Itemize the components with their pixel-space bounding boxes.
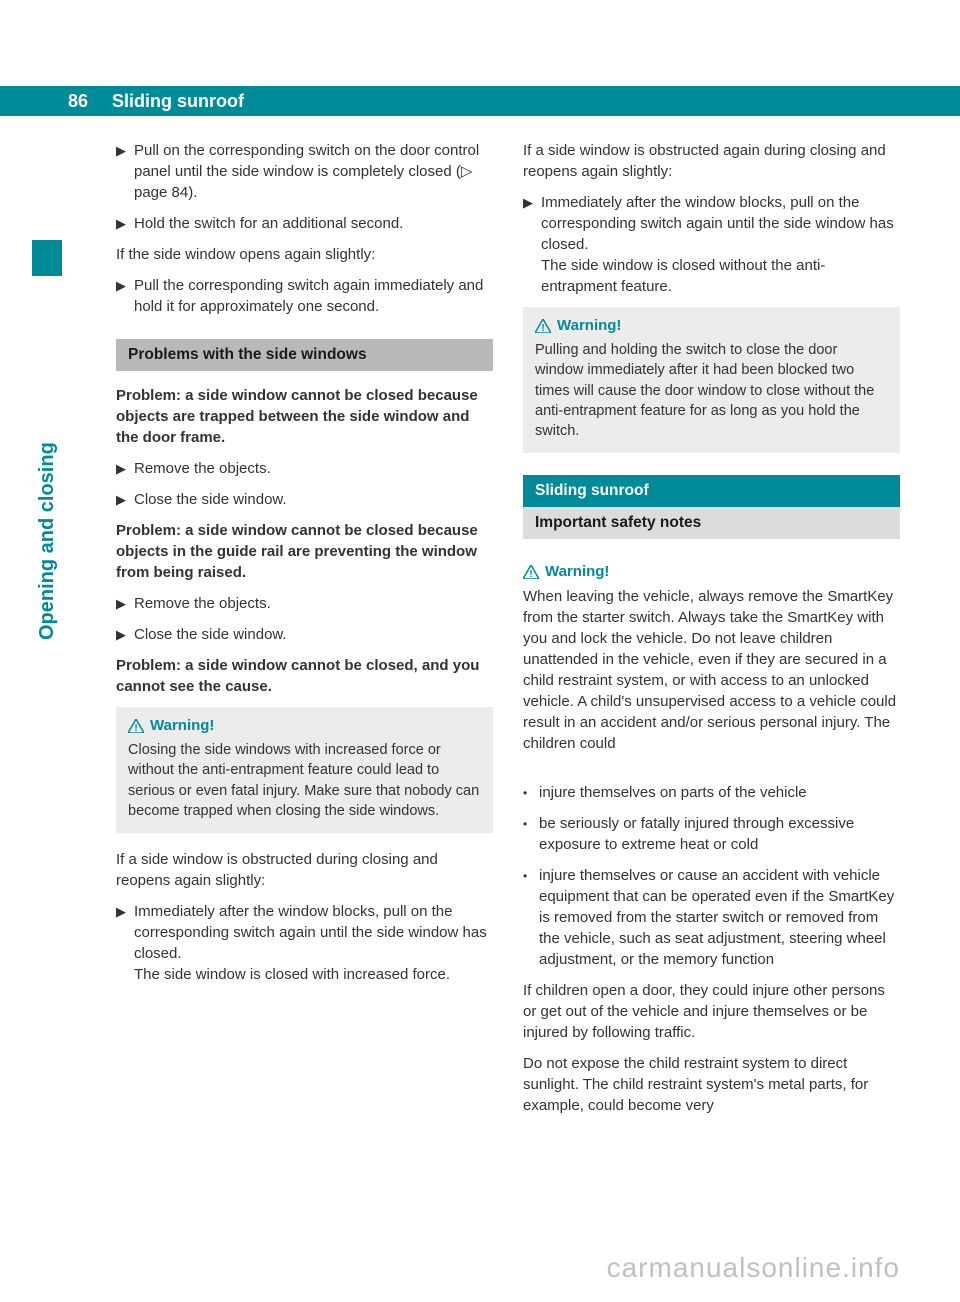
step-text: Immediately after the window blocks, pul… xyxy=(541,192,900,297)
step-text-b: The side window is closed with increased… xyxy=(134,966,450,983)
step-marker-icon: ▶ xyxy=(523,192,541,297)
warning-label: Warning! xyxy=(150,717,214,734)
step-marker-icon: ▶ xyxy=(116,901,134,985)
bullet-item: • injure themselves or cause an accident… xyxy=(523,865,900,970)
subsection-heading: Important safety notes xyxy=(523,507,900,539)
instruction-step: ▶ Pull on the corresponding switch on th… xyxy=(116,140,493,203)
header-section-title: Sliding sunroof xyxy=(100,86,960,116)
step-marker-icon: ▶ xyxy=(116,624,134,645)
step-text: Pull on the corresponding switch on the … xyxy=(134,140,493,203)
step-marker-icon: ▶ xyxy=(116,140,134,203)
warning-triangle-icon: ! xyxy=(523,565,539,579)
watermark: carmanualsonline.info xyxy=(607,1252,900,1284)
step-marker-icon: ▶ xyxy=(116,489,134,510)
page-number: 86 xyxy=(0,86,100,116)
paragraph: If a side window is obstructed again dur… xyxy=(523,140,900,182)
svg-text:!: ! xyxy=(134,723,137,733)
bullet-marker-icon: • xyxy=(523,813,539,855)
warning-triangle-icon: ! xyxy=(535,319,551,333)
warning-box: ! Warning! When leaving the vehicle, alw… xyxy=(523,553,900,766)
step-text: Remove the objects. xyxy=(134,593,271,614)
instruction-step: ▶ Immediately after the window blocks, p… xyxy=(523,192,900,297)
problem-heading: Problem: a side window cannot be closed … xyxy=(116,520,493,583)
bullet-text: be seriously or fatally injured through … xyxy=(539,813,900,855)
instruction-step: ▶ Hold the switch for an additional seco… xyxy=(116,213,493,234)
side-chapter-label: Opening and closing xyxy=(36,442,59,640)
bullet-item: • be seriously or fatally injured throug… xyxy=(523,813,900,855)
paragraph: Do not expose the child restraint system… xyxy=(523,1053,900,1116)
warning-title: ! Warning! xyxy=(535,317,888,334)
bullet-marker-icon: • xyxy=(523,782,539,803)
problem-heading: Problem: a side window cannot be closed,… xyxy=(116,655,493,697)
warning-body: Pulling and holding the switch to close … xyxy=(535,340,888,441)
page-header: 86 Sliding sunroof xyxy=(0,86,960,116)
instruction-step: ▶ Close the side window. xyxy=(116,624,493,645)
column-right: If a side window is obstructed again dur… xyxy=(523,140,900,1222)
paragraph: If a side window is obstructed during cl… xyxy=(116,849,493,891)
side-tab xyxy=(32,240,62,276)
step-text: Pull the corresponding switch again imme… xyxy=(134,275,493,317)
subsection-heading: Problems with the side windows xyxy=(116,339,493,371)
instruction-step: ▶ Remove the objects. xyxy=(116,593,493,614)
warning-triangle-icon: ! xyxy=(128,719,144,733)
warning-body: When leaving the vehicle, always remove … xyxy=(523,586,900,754)
step-marker-icon: ▶ xyxy=(116,458,134,479)
step-text-a: Immediately after the window blocks, pul… xyxy=(541,194,894,253)
step-text-b: The side window is closed without the an… xyxy=(541,257,825,295)
step-text: Immediately after the window blocks, pul… xyxy=(134,901,493,985)
warning-title: ! Warning! xyxy=(128,717,481,734)
svg-text:!: ! xyxy=(529,569,532,579)
instruction-step: ▶ Close the side window. xyxy=(116,489,493,510)
warning-body: Closing the side windows with increased … xyxy=(128,740,481,821)
bullet-text: injure themselves on parts of the vehicl… xyxy=(539,782,807,803)
step-text: Close the side window. xyxy=(134,624,287,645)
bullet-item: • injure themselves on parts of the vehi… xyxy=(523,782,900,803)
instruction-step: ▶ Immediately after the window blocks, p… xyxy=(116,901,493,985)
step-marker-icon: ▶ xyxy=(116,275,134,317)
step-text: Remove the objects. xyxy=(134,458,271,479)
paragraph: If children open a door, they could inju… xyxy=(523,980,900,1043)
paragraph: If the side window opens again slightly: xyxy=(116,244,493,265)
warning-label: Warning! xyxy=(545,563,609,580)
bullet-marker-icon: • xyxy=(523,865,539,970)
column-left: ▶ Pull on the corresponding switch on th… xyxy=(116,140,493,1222)
svg-text:!: ! xyxy=(541,323,544,333)
warning-label: Warning! xyxy=(557,317,621,334)
step-text: Hold the switch for an additional second… xyxy=(134,213,403,234)
warning-box: ! Warning! Closing the side windows with… xyxy=(116,707,493,833)
instruction-step: ▶ Remove the objects. xyxy=(116,458,493,479)
instruction-step: ▶ Pull the corresponding switch again im… xyxy=(116,275,493,317)
problem-heading: Problem: a side window cannot be closed … xyxy=(116,385,493,448)
step-marker-icon: ▶ xyxy=(116,593,134,614)
bullet-text: injure themselves or cause an accident w… xyxy=(539,865,900,970)
warning-box: ! Warning! Pulling and holding the switc… xyxy=(523,307,900,453)
step-text-a: Immediately after the window blocks, pul… xyxy=(134,903,487,962)
step-marker-icon: ▶ xyxy=(116,213,134,234)
section-heading: Sliding sunroof xyxy=(523,475,900,507)
warning-title: ! Warning! xyxy=(523,563,900,580)
step-text: Close the side window. xyxy=(134,489,287,510)
content-area: ▶ Pull on the corresponding switch on th… xyxy=(116,140,900,1222)
